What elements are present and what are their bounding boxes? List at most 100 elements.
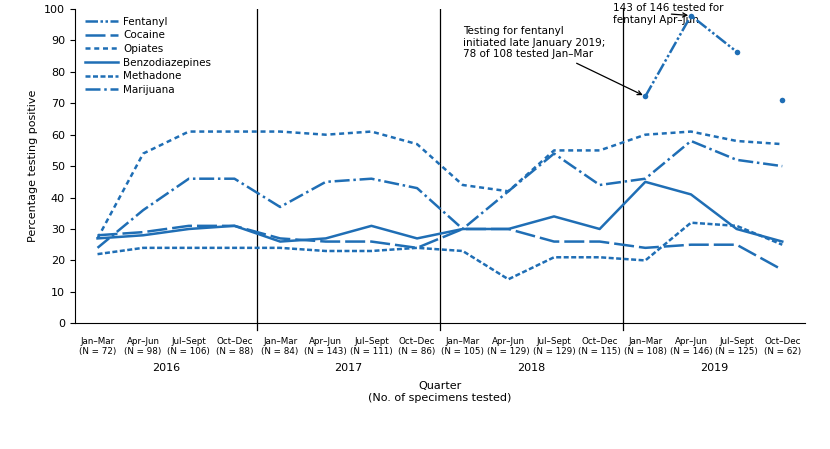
Marijuana: [641, 176, 651, 181]
Text: Jan–Mar: Jan–Mar: [628, 338, 662, 347]
Benzodiazepines: [92, 236, 103, 241]
Text: Jul–Sept: Jul–Sept: [720, 338, 754, 347]
Methadone: [92, 251, 103, 257]
Text: Oct–Dec: Oct–Dec: [764, 338, 800, 347]
Cocaine: [229, 223, 240, 229]
Cocaine: [594, 239, 604, 244]
Marijuana: [458, 226, 468, 232]
Marijuana: [138, 207, 148, 213]
Benzodiazepines: [229, 223, 240, 229]
Opiates: [320, 132, 330, 137]
Cocaine: [686, 242, 696, 247]
Text: Apr–Jun: Apr–Jun: [310, 338, 342, 347]
Cocaine: [184, 223, 194, 229]
Opiates: [503, 189, 513, 194]
Marijuana: [367, 176, 377, 181]
Marijuana: [503, 189, 513, 194]
Text: Jan–Mar: Jan–Mar: [263, 338, 297, 347]
Cocaine: [367, 239, 377, 244]
Text: Quarter
(No. of specimens tested): Quarter (No. of specimens tested): [369, 381, 511, 403]
Text: Oct–Dec: Oct–Dec: [217, 338, 252, 347]
Text: (N = 88): (N = 88): [216, 347, 253, 356]
Text: (N = 106): (N = 106): [168, 347, 210, 356]
Line: Marijuana: Marijuana: [98, 141, 782, 248]
Text: 2019: 2019: [700, 363, 728, 373]
Benzodiazepines: [641, 179, 651, 185]
Marijuana: [777, 163, 787, 169]
Text: Apr–Jun: Apr–Jun: [492, 338, 525, 347]
Benzodiazepines: [138, 233, 148, 238]
Cocaine: [92, 233, 103, 238]
Methadone: [367, 248, 377, 254]
Text: (N = 125): (N = 125): [715, 347, 758, 356]
Text: (N = 111): (N = 111): [350, 347, 393, 356]
Text: Jul–Sept: Jul–Sept: [172, 338, 206, 347]
Text: Jan–Mar: Jan–Mar: [81, 338, 115, 347]
Methadone: [184, 245, 194, 251]
Benzodiazepines: [413, 236, 422, 241]
Benzodiazepines: [732, 226, 742, 232]
Text: (N = 146): (N = 146): [670, 347, 712, 356]
Cocaine: [777, 267, 787, 273]
Text: (N = 108): (N = 108): [624, 347, 666, 356]
Methadone: [413, 245, 422, 251]
Benzodiazepines: [320, 236, 330, 241]
Methadone: [777, 242, 787, 247]
Marijuana: [732, 157, 742, 163]
Methadone: [641, 258, 651, 263]
Text: (N = 115): (N = 115): [579, 347, 621, 356]
Line: Opiates: Opiates: [98, 132, 782, 238]
Text: Apr–Jun: Apr–Jun: [127, 338, 159, 347]
Text: (N = 84): (N = 84): [261, 347, 299, 356]
Methadone: [503, 277, 513, 282]
Cocaine: [641, 245, 651, 251]
Text: Testing for fentanyl
initiated late January 2019;
78 of 108 tested Jan–Mar: Testing for fentanyl initiated late Janu…: [463, 26, 642, 95]
Opiates: [732, 138, 742, 144]
Opiates: [413, 141, 422, 147]
Benzodiazepines: [549, 214, 559, 219]
Cocaine: [458, 226, 468, 232]
Benzodiazepines: [367, 223, 377, 229]
Text: 2018: 2018: [517, 363, 545, 373]
Benzodiazepines: [777, 239, 787, 244]
Cocaine: [320, 239, 330, 244]
Text: 143 of 146 tested for
fentanyl Apr–Jun: 143 of 146 tested for fentanyl Apr–Jun: [613, 3, 724, 25]
Opiates: [275, 129, 286, 134]
Methadone: [549, 255, 559, 260]
Methadone: [138, 245, 148, 251]
Marijuana: [92, 245, 103, 251]
Text: (N = 129): (N = 129): [533, 347, 575, 356]
Text: Jul–Sept: Jul–Sept: [537, 338, 571, 347]
Fentanyl: [641, 94, 651, 99]
Fentanyl: [732, 49, 742, 54]
Marijuana: [320, 179, 330, 185]
Opiates: [549, 148, 559, 153]
Text: (N = 143): (N = 143): [305, 347, 347, 356]
Marijuana: [413, 185, 422, 191]
Opiates: [777, 141, 787, 147]
Text: Jul–Sept: Jul–Sept: [354, 338, 388, 347]
Methadone: [458, 248, 468, 254]
Marijuana: [229, 176, 240, 181]
Text: 2016: 2016: [152, 363, 180, 373]
Methadone: [275, 245, 286, 251]
Marijuana: [594, 182, 604, 188]
Benzodiazepines: [458, 226, 468, 232]
Cocaine: [275, 236, 286, 241]
Methadone: [229, 245, 240, 251]
Benzodiazepines: [686, 192, 696, 197]
Opiates: [138, 151, 148, 156]
Opiates: [184, 129, 194, 134]
Marijuana: [184, 176, 194, 181]
Methadone: [732, 223, 742, 229]
Cocaine: [549, 239, 559, 244]
Cocaine: [413, 245, 422, 251]
Text: (N = 129): (N = 129): [487, 347, 530, 356]
Marijuana: [275, 204, 286, 210]
Marijuana: [686, 138, 696, 144]
Text: (N = 86): (N = 86): [398, 347, 436, 356]
Text: Jan–Mar: Jan–Mar: [446, 338, 480, 347]
Marijuana: [549, 151, 559, 156]
Opiates: [641, 132, 651, 137]
Line: Benzodiazepines: Benzodiazepines: [98, 182, 782, 242]
